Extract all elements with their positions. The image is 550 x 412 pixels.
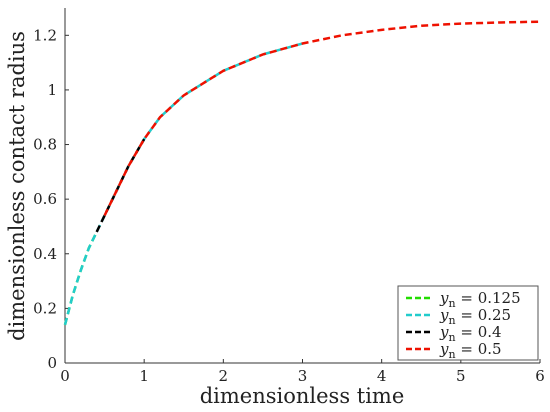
x-tick-label: 6 bbox=[535, 367, 545, 385]
series-line-2 bbox=[63, 42, 303, 326]
y-tick-label: 0.4 bbox=[33, 245, 57, 263]
y-tick-label: 0 bbox=[47, 354, 57, 372]
x-axis-label: dimensionless time bbox=[200, 384, 405, 408]
y-axis-label: dimensionless contact radius bbox=[5, 31, 29, 341]
x-tick-label: 4 bbox=[377, 367, 387, 385]
legend-label: yn = 0.4 bbox=[439, 323, 502, 344]
legend-box bbox=[397, 285, 539, 361]
series-lines bbox=[63, 20, 541, 326]
legend-label: yn = 0.25 bbox=[439, 306, 511, 327]
x-tick-label: 3 bbox=[298, 367, 308, 385]
x-ticks: 0 1 2 3 4 5 6 bbox=[60, 359, 545, 385]
y-tick-label: 0.2 bbox=[33, 299, 57, 317]
x-tick-label: 5 bbox=[456, 367, 466, 385]
legend-label: yn = 0.125 bbox=[439, 289, 521, 310]
x-tick-label: 1 bbox=[139, 367, 149, 385]
y-tick-label: 1 bbox=[47, 81, 57, 99]
series-line-3 bbox=[95, 138, 146, 233]
y-ticks: 0 0.2 0.4 0.6 0.8 1 1.2 bbox=[33, 26, 69, 372]
y-tick-label: 0.6 bbox=[33, 190, 57, 208]
x-tick-label: 2 bbox=[219, 367, 229, 385]
series-line-4 bbox=[103, 20, 541, 217]
legend-label: yn = 0.5 bbox=[439, 340, 502, 361]
x-tick-label: 0 bbox=[60, 367, 70, 385]
y-tick-label: 0.8 bbox=[33, 136, 57, 154]
y-tick-label: 1.2 bbox=[33, 26, 57, 44]
